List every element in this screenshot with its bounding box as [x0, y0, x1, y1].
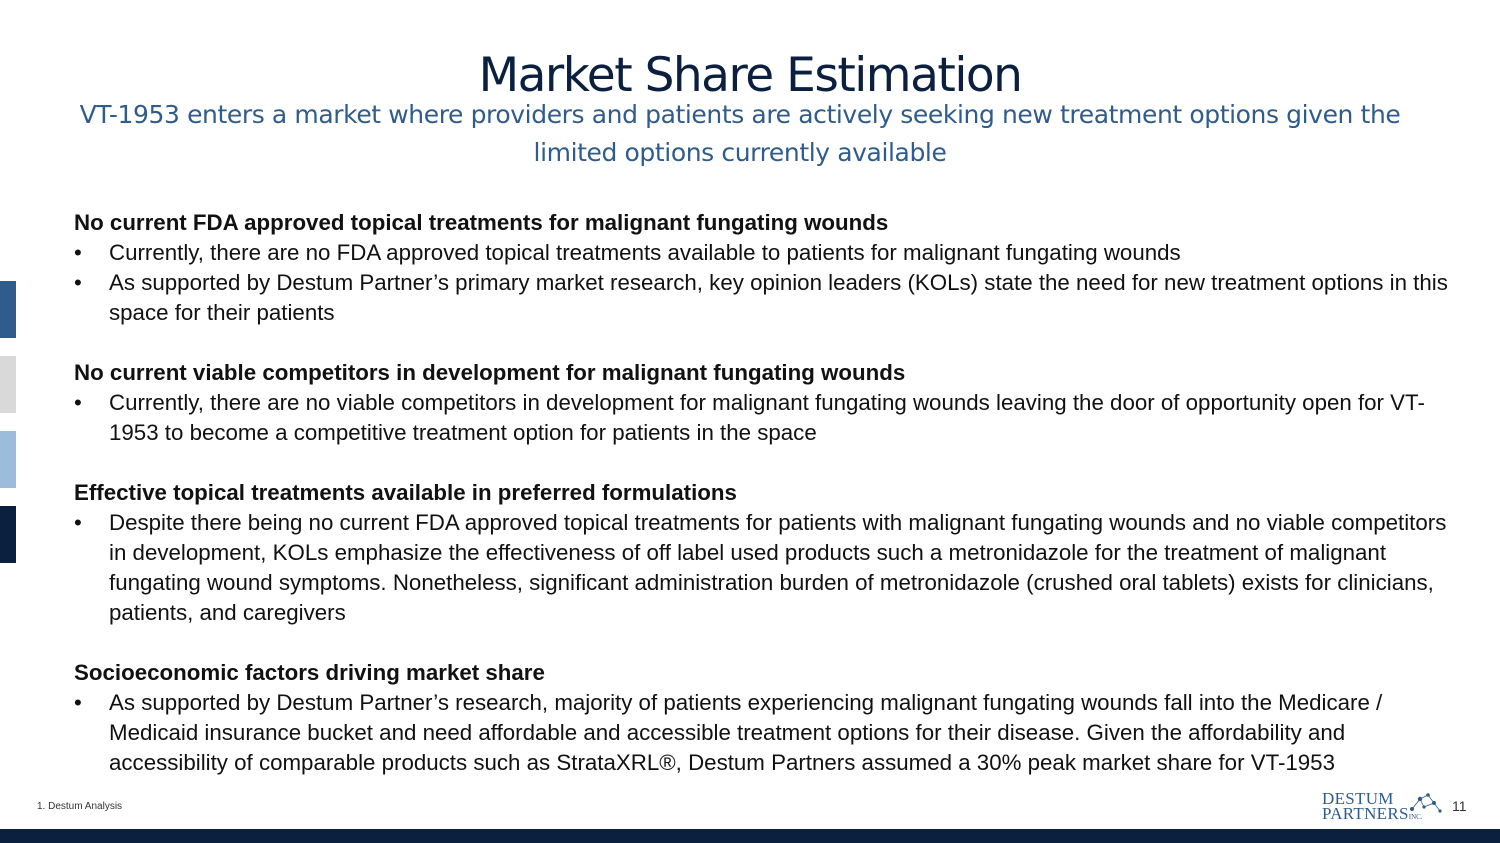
logo-line-1: DESTUM [1322, 789, 1394, 808]
slide-body: No current FDA approved topical treatmen… [74, 208, 1464, 808]
bullet-item: • Currently, there are no FDA approved t… [74, 238, 1464, 268]
side-accent-block-1 [0, 281, 16, 338]
page-number: 11 [1452, 798, 1467, 814]
bullet-marker: • [74, 270, 82, 295]
company-logo: DESTUM PARTNERSINC. [1322, 789, 1444, 823]
bullet-text: As supported by Destum Partner’s researc… [109, 690, 1383, 775]
side-accent-block-4 [0, 506, 16, 563]
logo-suffix: INC. [1408, 813, 1423, 821]
section-fda-approval: No current FDA approved topical treatmen… [74, 208, 1464, 328]
section-formulations: Effective topical treatments available i… [74, 478, 1464, 628]
bullet-item: • As supported by Destum Partner’s resea… [74, 688, 1464, 778]
bullet-item: • Currently, there are no viable competi… [74, 388, 1464, 448]
bottom-bar [0, 829, 1500, 843]
section-socioeconomic: Socioeconomic factors driving market sha… [74, 658, 1464, 778]
side-accent-block-2 [0, 356, 16, 413]
logo-line-2: PARTNERSINC. [1322, 804, 1423, 825]
section-heading: Effective topical treatments available i… [74, 480, 737, 505]
bullet-item: • Despite there being no current FDA app… [74, 508, 1464, 628]
slide-title: Market Share Estimation [478, 48, 1023, 103]
bullet-text: Despite there being no current FDA appro… [109, 510, 1447, 625]
bullet-text: Currently, there are no FDA approved top… [109, 240, 1181, 265]
bullet-marker: • [74, 510, 82, 535]
side-accent-block-3 [0, 431, 16, 488]
section-competitors: No current viable competitors in develop… [74, 358, 1464, 448]
logo-network-icon [1410, 793, 1442, 813]
bullet-text: Currently, there are no viable competito… [109, 390, 1425, 445]
bullet-marker: • [74, 240, 82, 265]
footnote: 1. Destum Analysis [37, 801, 123, 812]
section-heading: Socioeconomic factors driving market sha… [74, 660, 545, 685]
bullet-item: • As supported by Destum Partner’s prima… [74, 268, 1464, 328]
bullet-marker: • [74, 690, 82, 715]
bullet-text: As supported by Destum Partner’s primary… [109, 270, 1448, 325]
section-heading: No current FDA approved topical treatmen… [74, 210, 889, 235]
bullet-marker: • [74, 390, 82, 415]
section-heading: No current viable competitors in develop… [74, 360, 906, 385]
logo-line-2-text: PARTNERS [1322, 804, 1409, 823]
slide-subtitle: VT-1953 enters a market where providers … [79, 100, 1401, 167]
